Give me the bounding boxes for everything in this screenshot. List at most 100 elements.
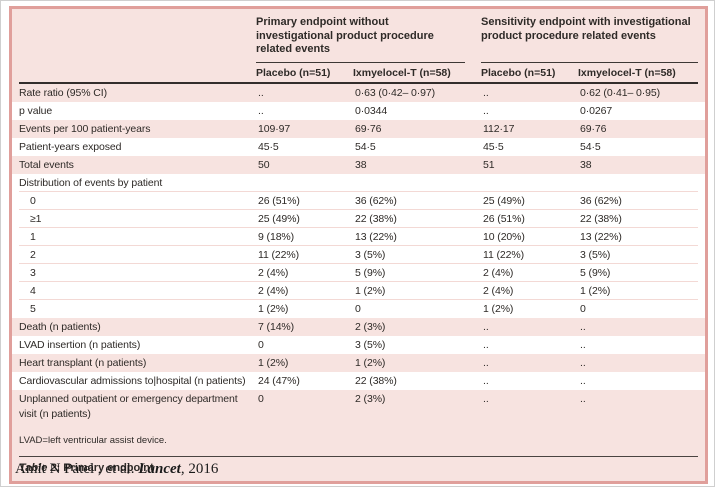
cell-placebo-2: 25 (49%) <box>481 192 578 210</box>
cell-ixmyelocel-2: 36 (62%) <box>578 192 698 210</box>
table-row: 2 11 (22%) 3 (5%) 11 (22%) 3 (5%) <box>12 245 705 264</box>
table-caption-number: Table 2 <box>19 461 57 474</box>
column-header-spacer <box>19 63 256 84</box>
cell-placebo-1: 11 (22%) <box>256 246 353 264</box>
cell-ixmyelocel-1 <box>353 174 481 192</box>
cell-ixmyelocel-1: 2 (3%) <box>355 392 386 405</box>
row-label: 2 <box>19 246 256 264</box>
cell-ixmyelocel-2: 22 (38%) <box>578 210 698 228</box>
cell-ixmyelocel-2: 69·76 <box>580 122 607 135</box>
cell-ixmyelocel-1: 22 (38%) <box>353 210 481 228</box>
column-header-placebo-1: Placebo (n=51) <box>256 63 353 84</box>
row-label: Distribution of events by patient <box>19 174 256 192</box>
cell-ixmyelocel-1: 22 (38%) <box>355 374 397 387</box>
table-group-header-row: Primary endpoint without investigational… <box>12 9 705 63</box>
caption-divider-line <box>19 455 698 457</box>
citation-authors: Amit N Patel , et al. <box>15 461 139 477</box>
cell-placebo-1: 24 (47%) <box>258 374 300 387</box>
cell-placebo-1: 45·5 <box>258 140 279 153</box>
cell-placebo-1: 1 (2%) <box>258 356 289 369</box>
row-label: Total events <box>19 158 74 171</box>
cell-placebo-1: 50 <box>258 158 270 171</box>
cell-placebo-1: .. <box>258 104 264 117</box>
cell-placebo-2: 26 (51%) <box>481 210 578 228</box>
row-label: 3 <box>19 264 256 282</box>
row-label: Heart transplant (n patients) <box>19 356 147 369</box>
cell-ixmyelocel-1: 3 (5%) <box>355 338 386 351</box>
cell-ixmyelocel-2: .. <box>580 356 586 369</box>
cell-ixmyelocel-2: 1 (2%) <box>578 282 698 300</box>
cell-placebo-2: .. <box>483 356 489 369</box>
cell-placebo-1: 1 (2%) <box>258 302 289 315</box>
row-label: ≥1 <box>19 210 256 228</box>
table-row: 5 1 (2%) 0 1 (2%) 0 <box>12 299 705 318</box>
cell-placebo-2: 1 (2%) <box>483 302 514 315</box>
cell-placebo-2: .. <box>483 338 489 351</box>
cell-ixmyelocel-2: .. <box>580 374 586 387</box>
table-row: p value .. 0·0344 .. 0·0267 <box>12 101 705 120</box>
cell-ixmyelocel-2: 38 <box>580 158 592 171</box>
cell-placebo-1: 0 <box>258 338 264 351</box>
cell-placebo-1 <box>256 174 353 192</box>
cell-placebo-2: 2 (4%) <box>481 264 578 282</box>
table-footnote: LVAD=left ventricular assist device. <box>19 434 167 446</box>
table-row: ≥1 25 (49%) 22 (38%) 26 (51%) 22 (38%) <box>12 209 705 228</box>
cell-ixmyelocel-2: 0·62 (0·41– 0·95) <box>580 86 661 99</box>
group-header-primary-endpoint: Primary endpoint without investigational… <box>256 16 465 63</box>
table-row: 1 9 (18%) 13 (22%) 10 (20%) 13 (22%) <box>12 227 705 246</box>
cell-placebo-1: 9 (18%) <box>256 228 353 246</box>
row-label: Rate ratio (95% CI) <box>19 86 107 99</box>
cell-ixmyelocel-1: 36 (62%) <box>353 192 481 210</box>
cell-placebo-1: 25 (49%) <box>256 210 353 228</box>
cell-ixmyelocel-1: 2 (3%) <box>355 320 386 333</box>
cell-placebo-2 <box>481 174 578 192</box>
group-header-sensitivity-endpoint: Sensitivity endpoint with investigationa… <box>481 16 698 63</box>
cell-placebo-1: 26 (51%) <box>256 192 353 210</box>
table-row: 0 26 (51%) 36 (62%) 25 (49%) 36 (62%) <box>12 191 705 210</box>
table-row: Distribution of events by patient <box>12 173 705 192</box>
cell-placebo-1: 109·97 <box>258 122 291 135</box>
cell-placebo-2: 112·17 <box>483 122 515 135</box>
table-column-header-row: Placebo (n=51) Ixmyelocel-T (n=58) Place… <box>12 63 705 84</box>
cell-placebo-1: 2 (4%) <box>256 282 353 300</box>
table-row: Patient-years exposed 45·5 54·5 45·5 54·… <box>12 137 705 156</box>
table-row: Heart transplant (n patients) 1 (2%) 1 (… <box>12 353 705 372</box>
table-body: Rate ratio (95% CI) .. 0·63 (0·42– 0·97)… <box>12 83 705 424</box>
cell-placebo-1: 0 <box>258 392 264 405</box>
row-label: Events per 100 patient-years <box>19 122 151 135</box>
cell-placebo-2: 51 <box>483 158 495 171</box>
cell-placebo-2: 11 (22%) <box>481 246 578 264</box>
cell-ixmyelocel-1: 1 (2%) <box>353 282 481 300</box>
cell-ixmyelocel-1: 69·76 <box>355 122 382 135</box>
citation-year: , 2016 <box>180 461 219 477</box>
cell-ixmyelocel-2: .. <box>580 320 586 333</box>
cell-placebo-2: 45·5 <box>483 140 504 153</box>
cell-ixmyelocel-2: 54·5 <box>580 140 601 153</box>
table-caption: Table 2: Primary endpoint <box>12 457 705 481</box>
row-label: Death (n patients) <box>19 320 101 333</box>
cell-placebo-1: .. <box>258 86 264 99</box>
lancet-table-panel: Primary endpoint without investigational… <box>9 6 708 484</box>
column-header-ixmyelocel-1: Ixmyelocel-T (n=58) <box>353 63 481 84</box>
cell-ixmyelocel-2: 3 (5%) <box>578 246 698 264</box>
row-label: 4 <box>19 282 256 300</box>
row-label: Unplanned outpatient or emergency depart… <box>19 392 238 420</box>
cell-ixmyelocel-1: 3 (5%) <box>353 246 481 264</box>
cell-placebo-2: 10 (20%) <box>481 228 578 246</box>
table-row: LVAD insertion (n patients) 0 3 (5%) .. … <box>12 335 705 354</box>
cell-ixmyelocel-1: 1 (2%) <box>355 356 386 369</box>
cell-placebo-2: .. <box>483 392 489 405</box>
cell-ixmyelocel-2: 13 (22%) <box>578 228 698 246</box>
cell-ixmyelocel-2: 5 (9%) <box>578 264 698 282</box>
column-header-placebo-2: Placebo (n=51) <box>481 63 578 84</box>
table-row: Events per 100 patient-years 109·97 69·7… <box>12 119 705 138</box>
table-row: Unplanned outpatient or emergency depart… <box>12 389 705 424</box>
cell-placebo-2: .. <box>483 374 489 387</box>
row-label: 1 <box>19 228 256 246</box>
cell-ixmyelocel-1: 38 <box>355 158 367 171</box>
citation-journal: Lancet <box>138 461 181 477</box>
table-caption-title: : Primary endpoint <box>56 461 154 474</box>
group-header-spacer <box>19 16 256 63</box>
cell-ixmyelocel-1: 0·63 (0·42– 0·97) <box>355 86 436 99</box>
